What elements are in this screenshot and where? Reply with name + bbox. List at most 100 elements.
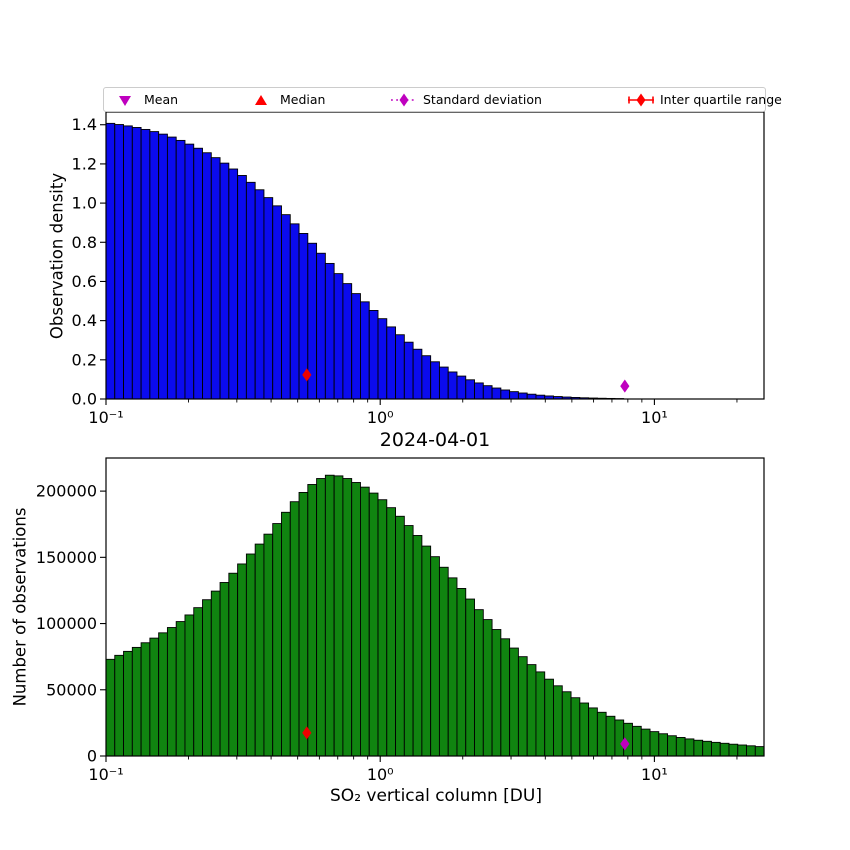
histogram-bar [158,133,168,400]
x-tick-label: 10⁻¹ [88,765,123,784]
histogram-bar [491,629,502,757]
histogram-bar [254,543,265,757]
histogram-bar [430,361,440,400]
histogram-bar [140,128,151,400]
histogram-bar [702,740,712,757]
histogram-bar [561,691,572,757]
histogram-bar [307,484,318,757]
histogram-bar [438,566,449,757]
histogram-bar [105,122,116,400]
histogram-bar [438,366,449,400]
legend-item-median: Median [248,88,325,111]
bottom-y-axis-label: Number of observations [10,507,30,707]
histogram-bar [368,492,379,757]
histogram-bar [272,205,282,400]
y-tick-label: 0 [87,747,97,766]
histogram-bar [333,475,344,757]
histogram-bar [263,533,274,757]
histogram-bar [281,511,291,757]
y-tick-label: 0.8 [72,233,97,252]
histogram-bar [289,501,300,757]
histogram-bar [131,127,142,400]
histogram-bar [430,556,440,757]
histogram-bar [579,702,590,757]
histogram-bar [746,745,756,757]
histogram-bar [342,283,353,400]
histogram-bar [316,252,326,400]
histogram-bar [210,157,221,400]
top-x-axis-label: 2024-04-01 [379,429,491,451]
x-tick-label: 10¹ [641,408,668,427]
histogram-bar [219,582,230,757]
histogram-bar [237,563,247,757]
histogram-bar [649,731,660,757]
histogram-bar [149,131,160,400]
x-tick-label: 10⁻¹ [88,408,123,427]
histogram-bar [412,348,423,400]
histogram-bar [693,739,704,757]
histogram-bar [482,385,493,400]
histogram-bar [114,654,124,757]
histogram-bar [500,389,511,400]
histogram-bar [395,334,405,400]
legend-label: Inter quartile range [660,92,782,107]
y-tick-label: 200000 [36,482,97,501]
histogram-bar [263,197,274,400]
histogram-bar [175,621,186,757]
triangle-up-icon [255,94,267,105]
diamond-icon [391,93,417,106]
histogram-bar [377,499,388,757]
inter-quartile-range-marker [302,368,312,382]
histogram-bar [324,474,335,757]
histogram-bar [386,507,396,757]
y-tick-label: 1.0 [72,194,97,213]
y-tick-label: 0.6 [72,272,97,291]
histogram-bar [149,637,160,757]
histogram-bar [193,607,203,757]
histogram-bar [237,175,247,400]
legend: Mean Median Standard deviation Inter quarti… [103,87,782,112]
histogram-bar [114,124,124,400]
axes-frame [105,457,765,757]
legend-item-mean: Mean [112,88,178,111]
histogram-bar [596,711,607,757]
histogram-bar [245,181,256,400]
histogram-bar [632,725,642,757]
standard-deviation-marker [620,737,630,751]
histogram-bar [193,147,203,400]
x-tick-label: 10⁰ [367,765,394,784]
histogram-bar [614,719,625,757]
histogram-bar [351,482,361,757]
x-tick-label: 10⁰ [367,408,394,427]
histogram-bar [640,728,651,757]
histogram-bar [140,642,151,757]
histogram-bar [544,678,554,757]
legend-label: Median [280,92,326,107]
histogram-bar [298,491,309,757]
histogram-bar [526,393,537,400]
y-tick-label: 150000 [36,548,97,567]
standard-deviation-marker [620,379,630,393]
x-tick-label: 10¹ [641,765,668,784]
histogram-bar [517,656,528,757]
histogram-bar [360,486,370,757]
histogram-bar [491,387,502,400]
histogram-bar [456,375,467,400]
histogram-bar [184,614,195,757]
histogram-bar [210,590,221,757]
histogram-bar [342,478,353,757]
histogram-bar [667,735,677,757]
histogram-bar [175,139,186,400]
histogram-bar [658,733,669,757]
histogram-bar [105,658,116,757]
top-y-axis-label: Observation density [47,172,67,340]
histogram-bar [272,523,282,757]
histogram-bar [202,152,212,400]
histogram-bar [351,293,361,400]
triangle-down-icon [119,95,131,106]
histogram-bar [517,392,528,400]
y-tick-label: 1.2 [72,154,97,173]
histogram-bar [675,737,686,757]
histogram-bar [474,609,484,757]
